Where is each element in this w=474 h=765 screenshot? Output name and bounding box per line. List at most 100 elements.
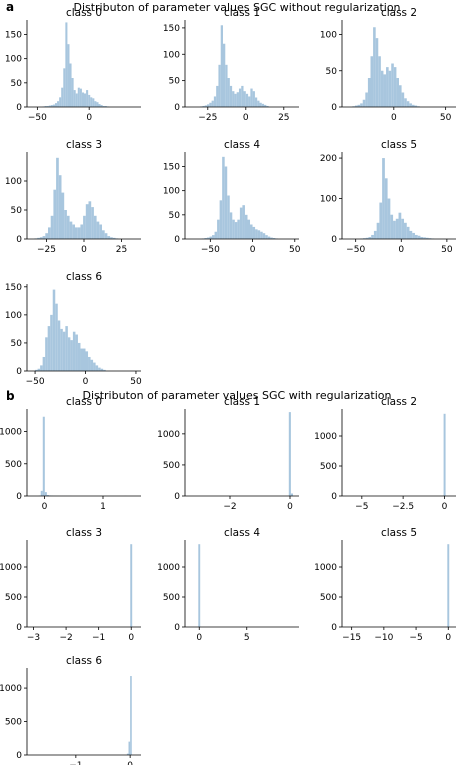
chart-b-13-bar [126, 753, 129, 755]
chart-a-0-ytick-label: 0 [16, 103, 22, 113]
chart-a-1-title: class 1 [224, 7, 260, 19]
chart-a-4-bar [262, 233, 266, 239]
chart-b-8: class 1 0 500 1000 −2 0 [157, 396, 299, 512]
chart-a-0-bar [71, 78, 74, 107]
chart-a-3: class 3 0 50 100 −25 0 25 [5, 139, 141, 255]
chart-a-2-bar [411, 104, 415, 107]
chart-a-3-bar [102, 230, 105, 239]
chart-a-5-bar [382, 158, 385, 239]
chart-a-4-bar [255, 229, 258, 239]
chart-a-2-bar [388, 70, 392, 107]
chart-a-1-bar [209, 102, 212, 107]
chart-a-2-bar [396, 78, 399, 107]
panel-b-label: b [6, 389, 15, 403]
chart-a-0-bar [79, 88, 82, 107]
chart-b-9-xtick-label: −2.5 [392, 502, 414, 512]
chart-a-4-bar [217, 219, 220, 239]
chart-a-5-bar [412, 232, 415, 239]
chart-a-6-bar [72, 331, 76, 371]
chart-a-6-bar [67, 337, 71, 371]
chart-a-6-xtick-label: −50 [26, 377, 45, 387]
chart-a-6-ytick-label: 0 [16, 367, 22, 377]
chart-b-7-bar [40, 490, 43, 496]
chart-a-1-bar [252, 91, 255, 107]
chart-a-4-ytick-label: 100 [163, 187, 180, 197]
chart-a-5-bar [414, 234, 418, 239]
chart-a-0-bar [94, 101, 97, 107]
chart-a-0-bar [81, 92, 84, 107]
chart-b-12-bar [447, 544, 450, 627]
chart-b-10-xtick-label: −1 [92, 633, 105, 643]
chart-a-0-bar [69, 63, 72, 107]
chart-a-1-ytick-label: 100 [163, 50, 180, 60]
chart-a-3-bar [37, 237, 40, 239]
chart-a-0-bar [73, 90, 76, 107]
chart-a-6-bar [37, 368, 41, 371]
chart-a-5-bar [384, 178, 388, 239]
chart-a-0-bar [100, 105, 103, 107]
chart-a-1-bar [202, 105, 205, 107]
chart-a-4-bar [244, 214, 248, 239]
chart-a-2-bar [409, 103, 412, 108]
chart-a-5-bar [423, 237, 426, 239]
chart-a-4-bar [204, 238, 207, 239]
chart-a-6-bar [80, 348, 83, 371]
chart-a-5-xtick-label: −50 [346, 245, 365, 255]
chart-a-5-bar [428, 238, 432, 239]
chart-b-8-xtick-label: −2 [223, 502, 236, 512]
chart-b-13-title: class 6 [66, 655, 102, 667]
chart-b-7-bar [42, 416, 45, 496]
chart-b-12-xtick-label: −15 [342, 633, 361, 643]
chart-a-2-ytick-label: 0 [331, 103, 337, 113]
chart-b-9-ytick-label: 0 [331, 492, 337, 502]
chart-a-6-bar [90, 359, 94, 371]
chart-a-1-bar [254, 97, 258, 107]
chart-a-3-bar [72, 224, 75, 239]
chart-a-4-bar [247, 219, 251, 239]
chart-a-6-title: class 6 [66, 271, 102, 283]
chart-a-3-bar [83, 215, 86, 239]
chart-a-5-bar [368, 236, 372, 239]
chart-a-5-bar [417, 235, 421, 239]
chart-a-5-bar [390, 214, 394, 239]
chart-a-2-bar [393, 67, 397, 108]
chart-b-9-ytick-label: 1000 [314, 432, 337, 442]
chart-a-1-bar [211, 100, 214, 107]
chart-b-7-bar [44, 492, 47, 496]
chart-a-4-bar [267, 236, 271, 239]
chart-a-5-bar [371, 234, 374, 239]
chart-a-5-ytick-label: 100 [320, 195, 337, 205]
chart-a-4-bar [214, 231, 218, 239]
chart-a-6-bar [57, 320, 61, 371]
chart-b-7-ytick-label: 1000 [0, 428, 22, 438]
chart-b-11: class 4 0 500 1000 0 5 [157, 527, 299, 643]
chart-a-5-bar [379, 202, 383, 239]
chart-a-3-bar [91, 207, 94, 239]
chart-a-6-bar [93, 362, 96, 371]
chart-a-0-bar [67, 44, 70, 107]
chart-a-4-bar [257, 230, 261, 239]
chart-a-5: class 5 0 100 200 −50 0 50 [320, 139, 456, 255]
chart-b-9-bar [443, 413, 446, 496]
chart-a-4-bar [219, 200, 223, 239]
chart-a-1-bar [236, 92, 239, 107]
chart-a-3-title: class 3 [66, 139, 102, 151]
chart-a-5-bar [387, 198, 391, 239]
chart-a-1-bar [216, 85, 219, 107]
chart-a-6-bar [62, 331, 66, 371]
chart-a-4-bar [229, 212, 233, 239]
chart-a-0-bar [46, 106, 49, 107]
chart-a-3-ytick-label: 0 [16, 235, 22, 245]
chart-a-4-bar [239, 207, 243, 239]
chart-a-2-bar [386, 67, 389, 108]
chart-b-12-xtick-label: 0 [445, 633, 451, 643]
chart-a-5-bar [420, 236, 424, 239]
chart-a-0-ytick-label: 150 [5, 31, 22, 41]
chart-a-4-bar [227, 195, 230, 239]
chart-a-6-bar [100, 368, 104, 371]
chart-a-1-xtick-label: −25 [198, 113, 217, 123]
chart-b-7-xtick-label: 0 [42, 502, 48, 512]
chart-a-2-bar [399, 85, 402, 107]
chart-a-4-ytick-label: 150 [163, 163, 180, 173]
